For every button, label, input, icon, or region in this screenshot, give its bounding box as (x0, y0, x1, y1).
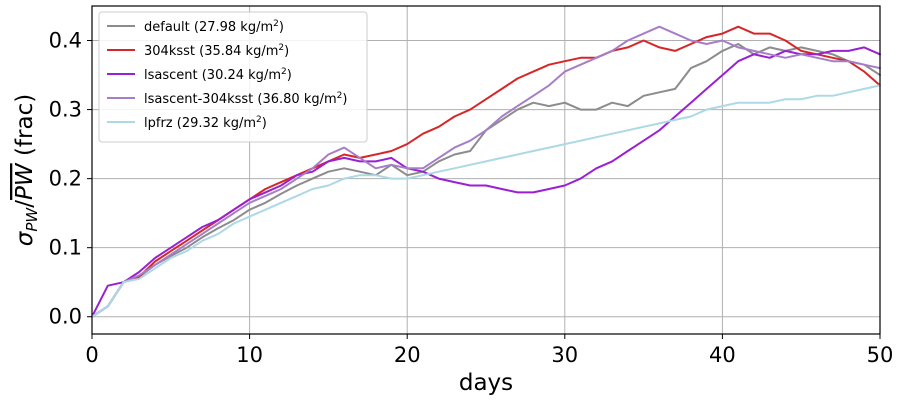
x-tick-label: 30 (551, 343, 578, 367)
x-tick-label: 10 (236, 343, 263, 367)
x-tick-label: 50 (867, 343, 894, 367)
legend-entry-tail: ) (262, 116, 267, 131)
y-tick-label: 0.2 (49, 167, 82, 191)
legend-entry-label: default (27.98 kg/m (144, 20, 273, 35)
y-axis-label-sigma: σ (12, 230, 38, 246)
y-axis-label-suffix: (frac) (12, 94, 38, 164)
legend-entry: lpfrz (29.32 kg/m2) (144, 115, 267, 131)
y-tick-label: 0.1 (49, 236, 82, 260)
x-tick-label: 20 (394, 343, 421, 367)
y-axis-label: σPW/PW (frac) (12, 94, 41, 246)
legend-entry-tail: ) (284, 44, 289, 59)
x-tick-label: 40 (709, 343, 736, 367)
legend-box (98, 11, 368, 143)
series-line-3 (91, 25, 881, 318)
legend-entry-superscript: 2 (273, 19, 279, 29)
plot-frame (91, 5, 881, 335)
y-tick-label: 0.3 (49, 98, 82, 122)
legend-entry-superscript: 2 (256, 115, 262, 125)
legend: default (27.98 kg/m2)304ksst (35.84 kg/m… (98, 11, 368, 143)
legend-entry-label: 304ksst (35.84 kg/m (144, 44, 278, 59)
legend-entry-superscript: 2 (337, 91, 343, 101)
legend-entry-label: lsascent (30.24 kg/m (144, 68, 281, 83)
legend-entry: lsascent (30.24 kg/m2) (144, 67, 292, 83)
legend-entry-tail: ) (342, 92, 347, 107)
y-axis-label-subscript: PW (23, 207, 41, 232)
x-axis-label: days (459, 370, 513, 396)
y-axis-label-over: PW (12, 162, 38, 200)
series-line-2 (91, 46, 881, 318)
legend-entry-label: lsascent-304ksst (36.80 kg/m (144, 92, 337, 107)
y-axis-label-slash: / (12, 200, 38, 208)
series-group (91, 25, 881, 318)
x-tick-label: 0 (85, 343, 98, 367)
y-tick-label: 0.0 (49, 305, 82, 329)
series-line-4 (91, 84, 881, 318)
y-tick-label: 0.4 (49, 29, 82, 53)
legend-entry: default (27.98 kg/m2) (144, 19, 284, 35)
ticks-group: 0 10 20 30 40 50 0.0 0.1 0.2 0.3 0.4 (49, 29, 894, 367)
legend-entry-superscript: 2 (281, 67, 287, 77)
legend-entry: 304ksst (35.84 kg/m2) (144, 43, 289, 59)
legend-entry-label: lpfrz (29.32 kg/m (144, 116, 256, 131)
legend-entry-superscript: 2 (278, 43, 284, 53)
legend-entry: lsascent-304ksst (36.80 kg/m2) (144, 91, 347, 107)
legend-entry-tail: ) (279, 20, 284, 35)
legend-entry-tail: ) (287, 68, 292, 83)
